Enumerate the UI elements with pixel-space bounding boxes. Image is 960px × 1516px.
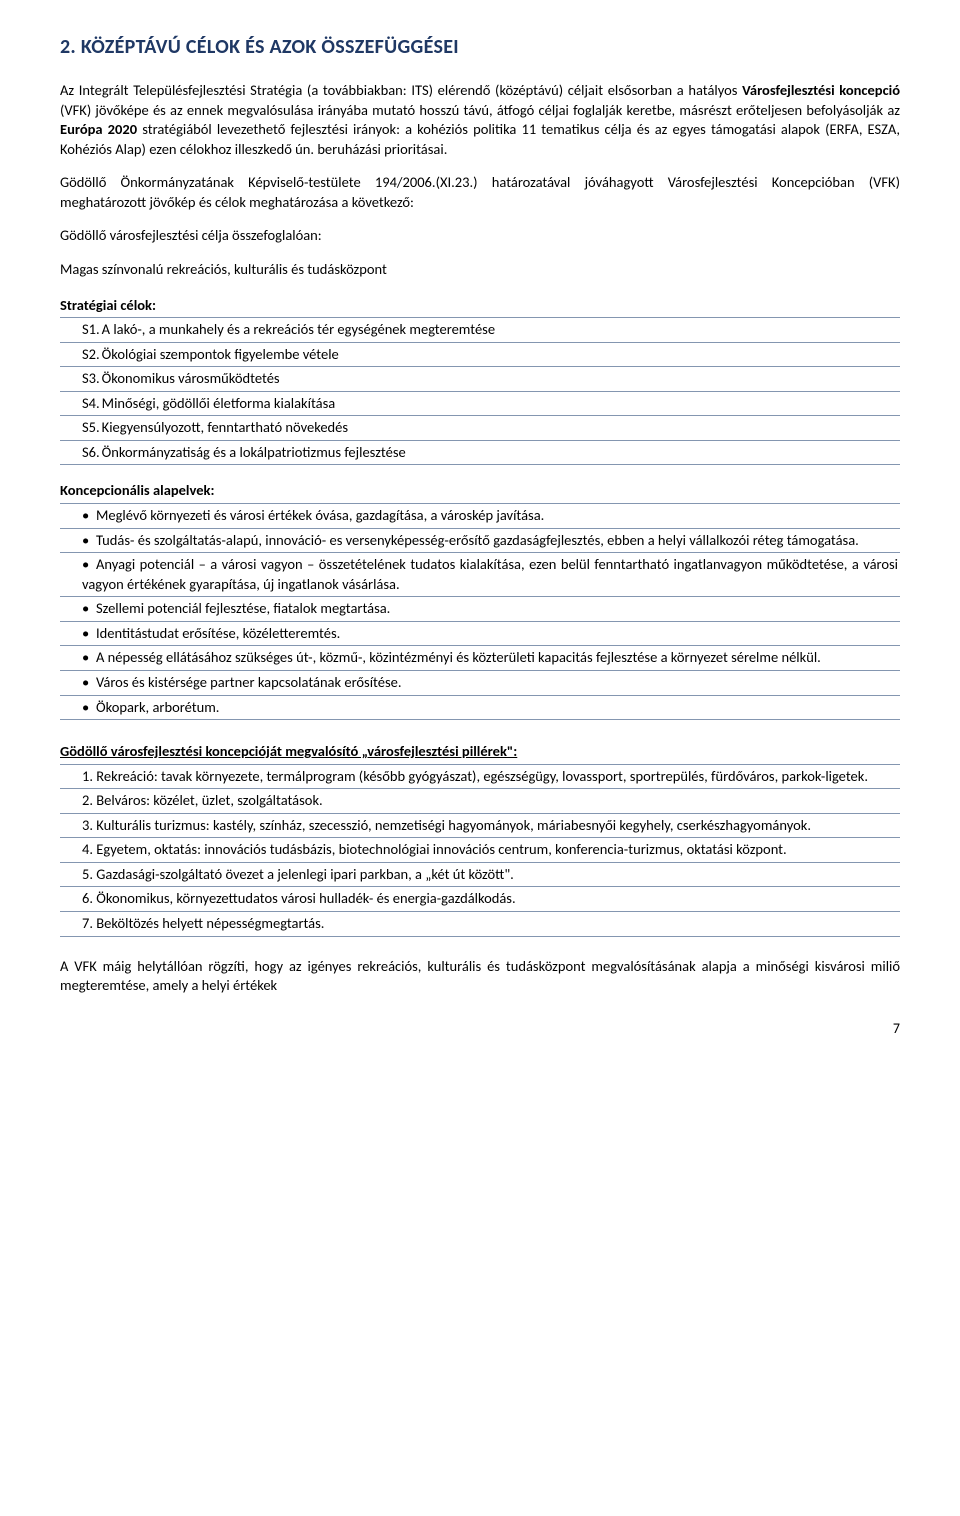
table-row: •Szellemi potenciál fejlesztése, fiatalo… — [60, 597, 900, 622]
p1-suffix: stratégiából levezethető fejlesztési irá… — [60, 120, 900, 158]
goal-index: S2. — [60, 342, 102, 367]
table-row: 1. Rekreáció: tavak környezete, termálpr… — [60, 764, 900, 789]
concept-text: Ökopark, arborétum. — [96, 698, 219, 716]
intro-paragraph-1: Az Integrált Településfejlesztési Straté… — [60, 81, 900, 159]
concepts-header: Koncepcionális alapelvek: — [60, 479, 900, 503]
bullet-icon: • — [82, 531, 96, 551]
pillar-text: 6. Ökonomikus, környezettudatos városi h… — [60, 887, 900, 912]
goal-index: S5. — [60, 416, 102, 441]
bullet-icon: • — [82, 698, 96, 718]
goal-index: S6. — [60, 440, 102, 465]
strategic-goals-header: Stratégiai célok: — [60, 294, 900, 318]
concept-text: Szellemi potenciál fejlesztése, fiatalok… — [96, 599, 390, 617]
goal-text: Kiegyensúlyozott, fenntartható növekedés — [102, 416, 900, 441]
strategic-goals-table: Stratégiai célok: S1.A lakó-, a munkahel… — [60, 294, 900, 466]
p1-mid: (VFK) jövőképe és az ennek megvalósulása… — [60, 101, 900, 119]
bullet-icon: • — [82, 506, 96, 526]
table-row: S6.Önkormányzatiság és a lokálpatriotizm… — [60, 440, 900, 465]
p1-prefix: Az Integrált Településfejlesztési Straté… — [60, 81, 742, 99]
pillar-text: 2. Belváros: közélet, üzlet, szolgáltatá… — [60, 789, 900, 814]
table-row: •A népesség ellátásához szükséges út-, k… — [60, 646, 900, 671]
table-row: •Tudás- és szolgáltatás-alapú, innováció… — [60, 528, 900, 553]
pillar-text: 3. Kulturális turizmus: kastély, színház… — [60, 813, 900, 838]
bullet-icon: • — [82, 648, 96, 668]
page-number: 7 — [60, 1020, 900, 1039]
table-row: 6. Ökonomikus, környezettudatos városi h… — [60, 887, 900, 912]
table-row: 3. Kulturális turizmus: kastély, színház… — [60, 813, 900, 838]
table-row: S5.Kiegyensúlyozott, fenntartható növeke… — [60, 416, 900, 441]
table-row: •Ökopark, arborétum. — [60, 695, 900, 720]
closing-paragraph: A VFK máig helytállóan rögzíti, hogy az … — [60, 957, 900, 996]
table-row: 7. Beköltözés helyett népességmegtartás. — [60, 912, 900, 937]
pillars-table: Gödöllő városfejlesztési koncepcióját me… — [60, 740, 900, 937]
table-row: •Identitástudat erősítése, közéletteremt… — [60, 621, 900, 646]
goal-text: Minőségi, gödöllői életforma kialakítása — [102, 391, 900, 416]
p1-bold-1: Városfejlesztési koncepció — [742, 81, 900, 99]
table-row: 5. Gazdasági-szolgáltató övezet a jelenl… — [60, 862, 900, 887]
summary-label: Gödöllő városfejlesztési célja összefogl… — [60, 226, 900, 246]
pillars-header: Gödöllő városfejlesztési koncepcióját me… — [60, 740, 900, 764]
concept-text: Identitástudat erősítése, közéletteremté… — [96, 624, 340, 642]
concept-text: Tudás- és szolgáltatás-alapú, innováció-… — [96, 531, 859, 549]
table-row: S4.Minőségi, gödöllői életforma kialakít… — [60, 391, 900, 416]
pillar-text: 5. Gazdasági-szolgáltató övezet a jelenl… — [60, 862, 900, 887]
goal-index: S1. — [60, 318, 102, 343]
table-row: •Meglévő környezeti és városi értékek óv… — [60, 504, 900, 529]
table-row: S2.Ökológiai szempontok figyelembe vétel… — [60, 342, 900, 367]
concept-text: Város és kistérsége partner kapcsolatána… — [96, 673, 402, 691]
concept-text: Meglévő környezeti és városi értékek óvá… — [96, 506, 544, 524]
table-row: •Anyagi potenciál – a városi vagyon – ös… — [60, 553, 900, 597]
pillar-text: 4. Egyetem, oktatás: innovációs tudásbáz… — [60, 838, 900, 863]
table-row: S1.A lakó-, a munkahely és a rekreációs … — [60, 318, 900, 343]
table-row: 4. Egyetem, oktatás: innovációs tudásbáz… — [60, 838, 900, 863]
concepts-table: Koncepcionális alapelvek: •Meglévő körny… — [60, 479, 900, 720]
bullet-icon: • — [82, 555, 96, 575]
concept-text: A népesség ellátásához szükséges út-, kö… — [96, 648, 821, 666]
table-row: 2. Belváros: közélet, üzlet, szolgáltatá… — [60, 789, 900, 814]
pillar-text: 1. Rekreáció: tavak környezete, termálpr… — [60, 764, 900, 789]
goal-index: S3. — [60, 367, 102, 392]
goal-text: Ökonomikus városműködtetés — [102, 367, 900, 392]
table-row: S3.Ökonomikus városműködtetés — [60, 367, 900, 392]
bullet-icon: • — [82, 624, 96, 644]
section-heading: 2. KÖZÉPTÁVÚ CÉLOK ÉS AZOK ÖSSZEFÜGGÉSEI — [60, 34, 900, 61]
goal-text: Ökológiai szempontok figyelembe vétele — [102, 342, 900, 367]
concept-text: Anyagi potenciál – a városi vagyon – öss… — [82, 555, 898, 593]
table-row: •Város és kistérsége partner kapcsolatán… — [60, 670, 900, 695]
goal-text: Önkormányzatiság és a lokálpatriotizmus … — [102, 440, 900, 465]
center-goal: Magas színvonalú rekreációs, kulturális … — [60, 260, 900, 280]
goal-index: S4. — [60, 391, 102, 416]
goal-text: A lakó-, a munkahely és a rekreációs tér… — [102, 318, 900, 343]
intro-paragraph-2: Gödöllő Önkormányzatának Képviselő-testü… — [60, 173, 900, 212]
pillar-text: 7. Beköltözés helyett népességmegtartás. — [60, 912, 900, 937]
bullet-icon: • — [82, 599, 96, 619]
p1-bold-2: Európa 2020 — [60, 120, 137, 138]
bullet-icon: • — [82, 673, 96, 693]
